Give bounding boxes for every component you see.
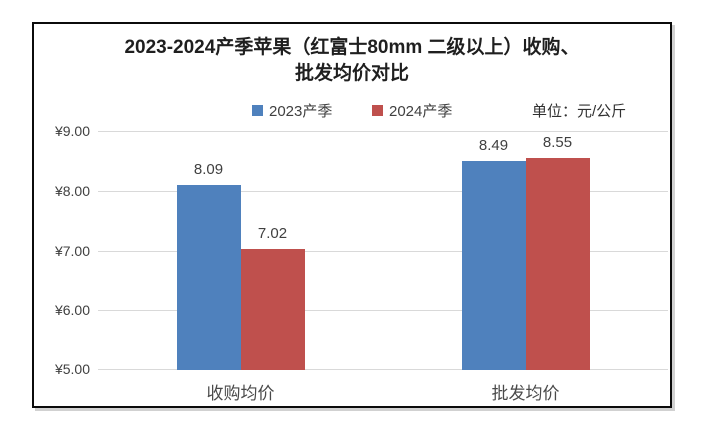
- bar: [525, 157, 590, 370]
- y-axis-tick-label: ¥5.00: [54, 361, 90, 377]
- unit-label: 单位：元/公斤: [532, 103, 627, 120]
- legend-swatch-2024: [372, 105, 383, 116]
- y-axis-tick-label: ¥9.00: [54, 123, 90, 139]
- chart-title-line-1: 2023-2024产季苹果（红富士80mm 二级以上）收购、: [124, 37, 580, 58]
- legend-item-2023: 2023产季: [252, 100, 332, 121]
- gridline: [98, 190, 668, 192]
- legend-item-2024: 2024产季: [372, 100, 452, 121]
- bar: [461, 161, 526, 370]
- bar: [176, 185, 241, 370]
- bar-value-label: 7.02: [257, 225, 288, 243]
- legend-swatch-2023: [252, 105, 263, 116]
- plot-area: ¥9.00 ¥8.00 ¥7.00 ¥6.00 ¥5.00 8.09 7.02 收购均价 8.4…: [55, 123, 668, 403]
- gridline: [98, 310, 668, 312]
- legend-label-2023: 2023产季: [269, 103, 333, 120]
- x-axis-category-label: 批发均价: [491, 384, 560, 403]
- y-axis-tick-label: ¥8.00: [54, 182, 90, 199]
- chart-title: 2023-2024产季苹果（红富士80mm 二级以上）收购、 批发均价对比: [34, 35, 670, 87]
- y-axis-tick-label: ¥7.00: [54, 242, 90, 259]
- legend-label-2024: 2024产季: [389, 103, 453, 120]
- bar-value-label: 8.49: [478, 137, 509, 155]
- gridline: [98, 131, 668, 132]
- bar-value-label: 8.55: [542, 133, 573, 151]
- gridline: [98, 250, 668, 252]
- bar: [240, 249, 305, 370]
- bar-value-label: 8.09: [193, 161, 224, 179]
- gridline: [98, 369, 668, 370]
- chart-frame: 2023-2024产季苹果（红富士80mm 二级以上）收购、 批发均价对比 20…: [32, 22, 672, 408]
- y-axis-tick-label: ¥6.00: [54, 302, 90, 319]
- chart-title-line-2: 批发均价对比: [294, 63, 409, 84]
- x-axis-category-label: 收购均价: [206, 384, 275, 403]
